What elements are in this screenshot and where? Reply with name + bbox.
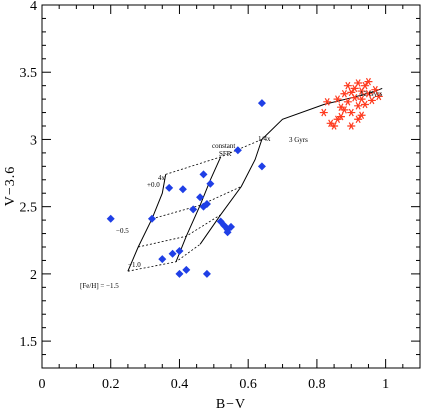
- diamond-point: [202, 269, 211, 278]
- y-tick-label: 1.5: [20, 335, 38, 350]
- diamond-point: [206, 179, 215, 188]
- asterisk-point: [354, 102, 363, 110]
- y-tick-label: 3.5: [20, 66, 38, 81]
- model-tracks: [127, 87, 383, 272]
- asterisk-point: [347, 122, 356, 130]
- asterisk-point: [340, 106, 349, 114]
- y-axis-title: V−3.6: [3, 166, 18, 207]
- axis-ticks: [41, 4, 421, 369]
- diamond-point: [158, 255, 167, 264]
- diamond-point: [189, 205, 198, 214]
- asterisk-point: [354, 115, 363, 124]
- asterisk-point: [333, 115, 342, 124]
- label-sfr: SFR: [219, 150, 232, 158]
- x-tick-label: 0.2: [102, 377, 120, 392]
- metallicity-lines: [127, 139, 263, 272]
- diamond-point: [165, 183, 174, 192]
- asterisk-point: [319, 108, 328, 117]
- asterisk-point: [343, 81, 352, 90]
- diamond-point: [202, 199, 211, 208]
- asterisk-point: [374, 92, 383, 101]
- label-12gyrs: 12 Gyrs: [360, 90, 383, 98]
- label-fe-p00: +0.0: [147, 181, 160, 189]
- asterisk-point: [330, 122, 339, 130]
- axis-tick-labels: 0 0.2 0.4 0.6 0.8 1 1.5 2 2.5 3 3.5 4: [20, 0, 390, 392]
- label-fe-m15: [Fe/H] = −1.5: [80, 282, 119, 290]
- asterisk-point: [364, 89, 373, 98]
- label-fe-m05: −0.5: [116, 227, 129, 235]
- diamond-point: [199, 170, 208, 179]
- diamond-point: [175, 247, 184, 256]
- asterisk-point: [364, 77, 373, 86]
- diamond-point: [182, 265, 191, 274]
- plot-frame: [41, 4, 421, 369]
- diamond-point: [147, 214, 156, 223]
- y-tick-label: 2: [30, 268, 37, 283]
- asterisk-point: [354, 79, 363, 87]
- asterisk-point: [340, 89, 349, 98]
- x-tick-label: 0.6: [239, 377, 257, 392]
- diamond-point: [178, 185, 187, 194]
- label-fe-m10: −1.0: [128, 261, 141, 269]
- diamond-point: [227, 222, 235, 231]
- asterisk-point: [333, 95, 342, 103]
- x-tick-label: 0.8: [308, 377, 326, 392]
- label-3gyrs: 3 Gyrs: [289, 136, 308, 144]
- cluster-points: [106, 99, 266, 278]
- x-tick-label: 0.4: [171, 377, 189, 392]
- diamond-point: [175, 269, 184, 278]
- diamond-point: [257, 99, 266, 108]
- model-track: [175, 156, 222, 262]
- y-tick-label: 4: [30, 0, 37, 14]
- asterisk-point: [350, 93, 359, 102]
- asterisk-point: [371, 85, 380, 94]
- giant-points: [319, 77, 383, 130]
- model-track: [199, 87, 383, 245]
- x-tick-label: 0: [39, 377, 46, 392]
- asterisk-point: [343, 98, 352, 106]
- diamond-point: [233, 146, 242, 155]
- asterisk-point: [361, 81, 370, 90]
- asterisk-point: [357, 111, 366, 120]
- diamond-point: [196, 193, 205, 202]
- diamond-point: [168, 249, 177, 258]
- asterisk-point: [347, 108, 356, 117]
- asterisk-point: [361, 100, 370, 109]
- x-axis-title: B−V: [216, 397, 246, 412]
- diamond-point: [257, 162, 266, 171]
- x-tick-label: 1: [382, 377, 389, 392]
- label-quarter: 1/4x: [258, 135, 271, 143]
- label-4x: 4x: [158, 174, 166, 182]
- y-tick-label: 3: [30, 133, 37, 148]
- asterisk-point: [323, 98, 332, 106]
- y-tick-label: 2.5: [20, 201, 38, 216]
- label-constant: constant: [212, 142, 235, 150]
- diamond-point: [106, 214, 115, 223]
- asterisk-point: [367, 96, 376, 105]
- diamond-point: [223, 228, 232, 237]
